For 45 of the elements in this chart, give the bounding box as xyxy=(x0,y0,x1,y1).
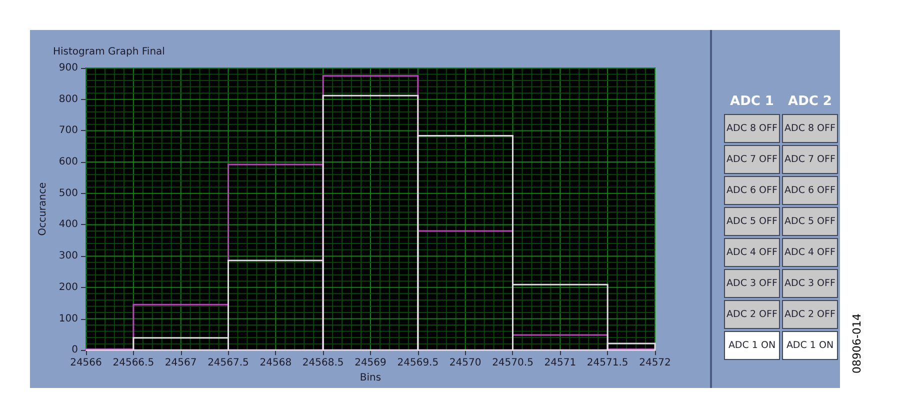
x-tick-label: 24572 xyxy=(639,358,671,369)
x-tick-label: 24567 xyxy=(164,358,197,369)
x-tick-label: 24569 xyxy=(354,358,386,369)
y-tick-label: 300 xyxy=(58,250,78,262)
toggle-button: ADC 1 ON xyxy=(782,331,838,360)
y-tick-label: 0 xyxy=(72,344,78,356)
x-tick-label: 24570.5 xyxy=(492,358,534,369)
chart-title: Histogram Graph Final xyxy=(53,46,165,58)
text: ADC 2 xyxy=(787,94,833,109)
toggle-button: ADC 1 ON xyxy=(724,331,780,360)
toggle-button: ADC 2 OFF xyxy=(724,300,780,329)
x-tick-label: 24568 xyxy=(260,358,292,369)
text: 08906-014 xyxy=(850,313,864,373)
toggle-button: ADC 7 OFF xyxy=(782,145,838,174)
x-tick-label: 24571.5 xyxy=(586,358,628,369)
toggle-button: ADC 2 OFF xyxy=(782,300,838,329)
y-tick-label: 900 xyxy=(58,62,78,74)
y-tick-label: 200 xyxy=(58,282,78,293)
y-tick-label: 800 xyxy=(58,94,78,105)
toggle-button: ADC 4 OFF xyxy=(782,238,838,267)
text: ADC 1 xyxy=(729,94,775,109)
toggle-button: ADC 8 OFF xyxy=(782,114,838,143)
toggle-button: ADC 4 OFF xyxy=(724,238,780,267)
x-tick-label: 24571 xyxy=(544,358,576,369)
x-tick-label: 24566 xyxy=(70,358,102,369)
toggle-button: ADC 7 OFF xyxy=(724,145,780,174)
toggle-button: ADC 5 OFF xyxy=(724,207,780,236)
toggle-button: ADC 6 OFF xyxy=(724,176,780,205)
toggle-button: ADC 5 OFF xyxy=(782,207,838,236)
toggle-button: ADC 3 OFF xyxy=(782,269,838,298)
toggle-button: ADC 8 OFF xyxy=(724,114,780,143)
toggle-button: ADC 6 OFF xyxy=(782,176,838,205)
y-tick-label: 400 xyxy=(58,219,78,230)
x-tick-label: 24568.5 xyxy=(302,358,344,369)
y-axis-title: Occurance xyxy=(38,182,48,236)
y-tick-label: 700 xyxy=(58,125,78,136)
x-axis-title: Bins xyxy=(360,372,382,384)
x-tick-label: 24570 xyxy=(449,358,482,369)
y-tick-label: 500 xyxy=(58,188,78,199)
x-tick-label: 24569.5 xyxy=(397,358,439,369)
x-tick-label: 24566.5 xyxy=(112,358,154,369)
toggle-button: ADC 3 OFF xyxy=(724,269,780,298)
x-tick-label: 24567.5 xyxy=(208,358,249,369)
y-tick-label: 100 xyxy=(58,313,78,324)
y-tick-label: 600 xyxy=(58,156,78,168)
